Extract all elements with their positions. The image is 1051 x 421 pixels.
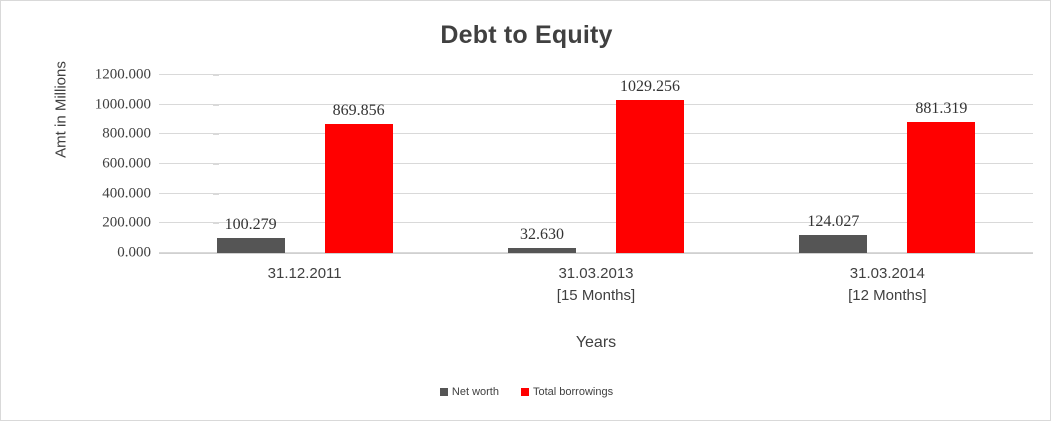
bar-net-worth[interactable]: 124.027 bbox=[799, 213, 868, 253]
legend-item[interactable]: Net worth bbox=[439, 386, 499, 398]
legend-label: Total borrowings bbox=[532, 386, 614, 398]
legend-swatch-icon bbox=[439, 388, 448, 396]
y-axis-tick-label: 0.000 bbox=[117, 244, 151, 261]
y-axis-tick-mark bbox=[213, 193, 219, 195]
legend-item[interactable]: Total borrowings bbox=[520, 386, 614, 398]
y-axis-tick-mark bbox=[213, 134, 219, 136]
gridline bbox=[159, 133, 1033, 135]
bar-group: 32.630 1029.256 bbox=[450, 75, 741, 253]
x-axis-title: Years bbox=[575, 334, 617, 351]
x-axis-category-label: 31.03.2014 [12 Months] bbox=[742, 263, 1033, 307]
bar-total-borrowings[interactable]: 881.319 bbox=[907, 100, 976, 253]
bar-value-label: 100.279 bbox=[224, 216, 277, 234]
bar-net-worth[interactable]: 100.279 bbox=[216, 216, 285, 253]
gridline bbox=[159, 163, 1033, 164]
x-axis-category-label: 31.03.2013 [15 Months] bbox=[450, 263, 741, 307]
bar-group: 100.279 869.856 bbox=[159, 75, 450, 253]
bar-total-borrowings[interactable]: 1029.256 bbox=[615, 78, 684, 253]
bar-value-label: 1029.256 bbox=[619, 78, 680, 96]
legend-swatch-icon bbox=[520, 388, 529, 396]
bar-net-worth[interactable]: 32.630 bbox=[507, 226, 576, 253]
y-axis-tick-mark bbox=[213, 104, 219, 106]
y-axis-tick-label: 1000.000 bbox=[94, 96, 151, 113]
y-axis-tick-label: 600.000 bbox=[102, 155, 151, 172]
gridline bbox=[159, 103, 1033, 105]
plot-area: 100.279 869.856 32.630 1029.256 124.027 881.3… bbox=[159, 74, 1033, 254]
x-axis-category-labels: 31.12.2011 31.03.2013 [15 Months] 31.03.201… bbox=[159, 263, 1033, 315]
x-axis-category-date: 31.03.2014 bbox=[849, 265, 925, 282]
gridline bbox=[159, 74, 1033, 75]
bar-value-label: 881.319 bbox=[915, 100, 968, 118]
x-axis-category-label: 31.12.2011 bbox=[159, 263, 450, 285]
y-axis-tick-label: 1200.000 bbox=[94, 66, 151, 83]
y-axis-tick-mark bbox=[213, 164, 219, 165]
y-axis-tick-label: 200.000 bbox=[102, 214, 151, 231]
gridline bbox=[159, 192, 1033, 194]
y-axis-tick-label: 400.000 bbox=[102, 185, 151, 202]
y-axis-tick-mark bbox=[213, 223, 219, 225]
bar-total-borrowings[interactable]: 869.856 bbox=[324, 102, 393, 253]
y-axis-tick-labels: 0.000 200.000 400.000 600.000 800.000 1000.00… bbox=[61, 67, 219, 261]
legend-label: Net worth bbox=[451, 386, 499, 398]
x-axis-baseline bbox=[159, 253, 1033, 254]
x-axis-category-period: [12 Months] bbox=[848, 287, 927, 304]
bar-value-label: 124.027 bbox=[807, 212, 860, 230]
gridline bbox=[159, 222, 1033, 224]
bar-value-label: 869.856 bbox=[332, 101, 385, 119]
y-axis-tick-label: 800.000 bbox=[102, 125, 151, 142]
chart-title: Debt to Equity bbox=[440, 21, 613, 49]
x-axis-category-period: [15 Months] bbox=[556, 287, 636, 304]
gridline bbox=[159, 252, 1033, 253]
x-axis-category-date: 31.12.2011 bbox=[267, 265, 342, 282]
chart-legend: Net worth Total borrowings bbox=[1, 386, 1050, 398]
bar-group: 124.027 881.319 bbox=[742, 75, 1033, 253]
x-axis-category-date: 31.03.2013 bbox=[558, 265, 634, 282]
y-axis-tick-mark bbox=[213, 75, 219, 76]
bar-value-label: 32.630 bbox=[519, 226, 564, 244]
